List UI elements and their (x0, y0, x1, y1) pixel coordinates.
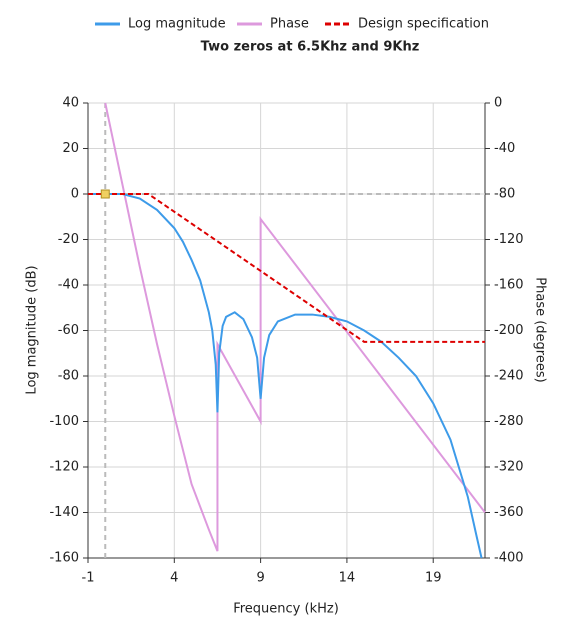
y2-tick-label: 0 (494, 96, 502, 111)
x-tick-label: 14 (339, 571, 356, 586)
series-line (104, 102, 486, 552)
cursor-marker (100, 189, 110, 199)
y-tick-label: -60 (58, 323, 79, 338)
series-line (88, 193, 483, 559)
y-tick-label: -120 (49, 460, 79, 475)
y2-tick-label: -80 (494, 187, 515, 202)
series-line (88, 193, 485, 343)
y2-tick-label: -320 (494, 460, 524, 475)
legend-label: Phase (270, 17, 309, 32)
chart-title: Two zeros at 6.5Khz and 9Khz (201, 40, 420, 55)
x-tick-label: -1 (82, 571, 95, 586)
y2-tick-label: -360 (494, 505, 524, 520)
y-tick-label: 20 (62, 141, 79, 156)
y-axis-label: Log magnitude (dB) (25, 265, 40, 394)
y2-tick-label: -200 (494, 323, 524, 338)
y2-axis-label: Phase (degrees) (533, 277, 548, 382)
x-tick-label: 4 (170, 571, 178, 586)
y-tick-label: -80 (58, 369, 79, 384)
x-tick-label: 9 (256, 571, 264, 586)
y-tick-label: -140 (49, 505, 79, 520)
y-tick-label: -20 (58, 232, 79, 247)
y-tick-label: 40 (62, 96, 79, 111)
y2-tick-label: -40 (494, 141, 515, 156)
y2-tick-label: -120 (494, 232, 524, 247)
x-tick-label: 19 (425, 571, 442, 586)
y-tick-label: -160 (49, 551, 79, 566)
legend-label: Design specification (358, 17, 489, 32)
y2-tick-label: -240 (494, 369, 524, 384)
y-tick-label: -40 (58, 278, 79, 293)
x-axis-label: Frequency (kHz) (233, 602, 339, 617)
y-tick-label: -100 (49, 414, 79, 429)
legend-label: Log magnitude (128, 17, 226, 32)
y-tick-label: 0 (71, 187, 79, 202)
y2-tick-label: -160 (494, 278, 524, 293)
y2-tick-label: -400 (494, 551, 524, 566)
y2-tick-label: -280 (494, 414, 524, 429)
